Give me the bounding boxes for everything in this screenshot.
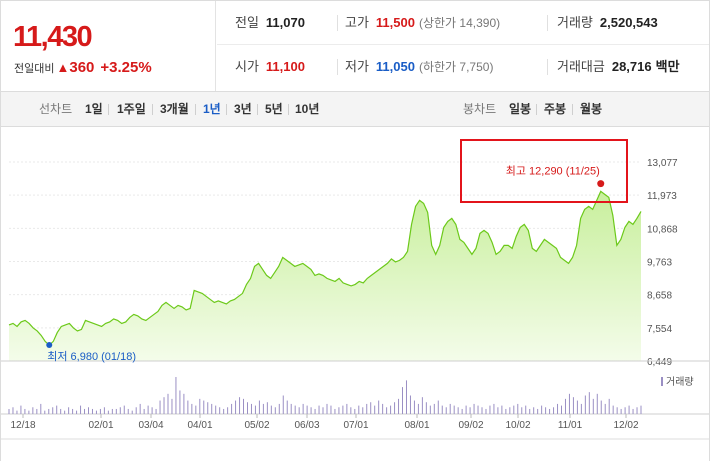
volume-legend-swatch: [661, 377, 663, 386]
low-point-marker: [46, 342, 53, 349]
y-tick-label: 7,554: [647, 324, 672, 335]
period-1w[interactable]: 1주일: [117, 102, 146, 116]
prev-close-label: 전일: [235, 15, 259, 30]
amount-value: 28,716: [611, 59, 652, 74]
prev-close: 전일 11,070: [235, 1, 305, 45]
open-price: 시가 11,100: [235, 45, 305, 89]
x-tick-label: 04/01: [187, 420, 212, 431]
period-3m[interactable]: 3개월: [160, 102, 189, 116]
y-tick-label: 11,973: [647, 191, 677, 202]
chart-canvas: 13,077 11,973 10,868 9,763 8,658 7,554 6,449 최고…: [1, 139, 709, 440]
stats-row-1: 전일 11,070 고가 11,500 (상한가 14,390) 거래량 2,520,5…: [217, 1, 709, 45]
price-chart: 13,077 11,973 10,868 9,763 8,658 7,554 6,449 최고…: [0, 127, 710, 461]
y-tick-label: 6,449: [647, 357, 672, 368]
day-high: 고가 11,500 (상한가 14,390): [345, 1, 500, 45]
divider: [257, 104, 258, 115]
price-change: 전일대비 ▲360 +3.25%: [14, 59, 152, 76]
divider: [547, 15, 548, 31]
candle-weekly[interactable]: 주봉: [544, 102, 567, 116]
divider: [337, 15, 338, 31]
low-point-label: 최저 6,980 (01/18): [47, 350, 136, 363]
divider: [547, 59, 548, 75]
divider: [536, 104, 537, 115]
amount-unit: 백만: [655, 59, 680, 74]
lower-limit: (하한가 7,750): [418, 60, 494, 74]
volume: 거래량 2,520,543: [557, 1, 658, 45]
price-area: [9, 191, 641, 361]
highlight-box: [460, 139, 628, 203]
high-point-label: 최고 12,290 (11/25): [506, 165, 600, 178]
price-line: [8, 190, 642, 346]
x-tick-label: 07/01: [343, 420, 368, 431]
x-tick-label: 06/03: [294, 420, 319, 431]
x-tick-label: 08/01: [404, 420, 429, 431]
x-tick-label: 11/01: [558, 420, 583, 431]
period-5y[interactable]: 5년: [265, 102, 283, 116]
x-tick-label: 09/02: [458, 420, 483, 431]
trade-amount: 거래대금 28,716 백만: [557, 45, 680, 89]
up-arrow-icon: ▲: [56, 60, 70, 75]
day-low-value: 11,050: [375, 59, 415, 74]
change-value: 360: [69, 59, 95, 76]
candle-chart-label: 봉차트: [463, 102, 497, 116]
price-panel: 11,430 전일대비 ▲360 +3.25%: [1, 1, 216, 92]
open-label: 시가: [235, 59, 259, 74]
change-percent: +3.25%: [100, 59, 152, 76]
amount-label: 거래대금: [557, 59, 605, 74]
day-low-label: 저가: [345, 59, 369, 74]
current-price: 11,430: [13, 21, 93, 53]
price-stats: 전일 11,070 고가 11,500 (상한가 14,390) 거래량 2,520,5…: [217, 1, 709, 92]
candle-daily[interactable]: 일봉: [509, 102, 532, 116]
divider: [337, 59, 338, 75]
period-3y[interactable]: 3년: [234, 102, 252, 116]
period-1y[interactable]: 1년: [203, 102, 221, 116]
period-1d[interactable]: 1일: [85, 102, 103, 116]
day-high-label: 고가: [345, 15, 369, 30]
day-high-value: 11,500: [375, 15, 415, 30]
stats-row-2: 시가 11,100 저가 11,050 (하한가 7,750) 거래대금 28,716 백…: [217, 45, 709, 89]
divider: [195, 104, 196, 115]
y-tick-label: 8,658: [647, 291, 672, 302]
chart-toolbar: 선차트 1일 1주일 3개월 1년 3년 5년 10년 봉차트 일봉 주봉 월봉: [0, 91, 710, 127]
change-label: 전일대비: [14, 63, 55, 75]
x-tick-label: 12/02: [613, 420, 638, 431]
divider: [288, 104, 289, 115]
volume-value: 2,520,543: [599, 15, 658, 30]
divider: [572, 104, 573, 115]
open-value: 11,100: [265, 59, 305, 74]
x-tick-label: 12/18: [10, 420, 35, 431]
stock-summary: 11,430 전일대비 ▲360 +3.25% 전일 11,070 고가 11,500(…: [0, 0, 710, 92]
x-tick-label: 05/02: [244, 420, 269, 431]
volume-legend-label: 거래량: [666, 376, 694, 388]
prev-close-value: 11,070: [265, 15, 305, 30]
candle-monthly[interactable]: 월봉: [580, 102, 603, 116]
divider: [108, 104, 109, 115]
divider: [152, 104, 153, 115]
x-tick-label: 10/02: [505, 420, 530, 431]
x-tick-label: 02/01: [88, 420, 113, 431]
line-chart-label: 선차트: [39, 102, 73, 116]
y-tick-label: 9,763: [647, 258, 672, 269]
volume-label: 거래량: [557, 15, 593, 30]
x-tick-label: 03/04: [138, 420, 163, 431]
upper-limit: (상한가 14,390): [418, 16, 501, 30]
day-low: 저가 11,050 (하한가 7,750): [345, 45, 493, 89]
divider: [226, 104, 227, 115]
high-point-marker: [597, 180, 605, 188]
y-tick-label: 13,077: [647, 158, 678, 169]
y-tick-label: 10,868: [647, 224, 678, 235]
period-10y[interactable]: 10년: [295, 102, 320, 116]
